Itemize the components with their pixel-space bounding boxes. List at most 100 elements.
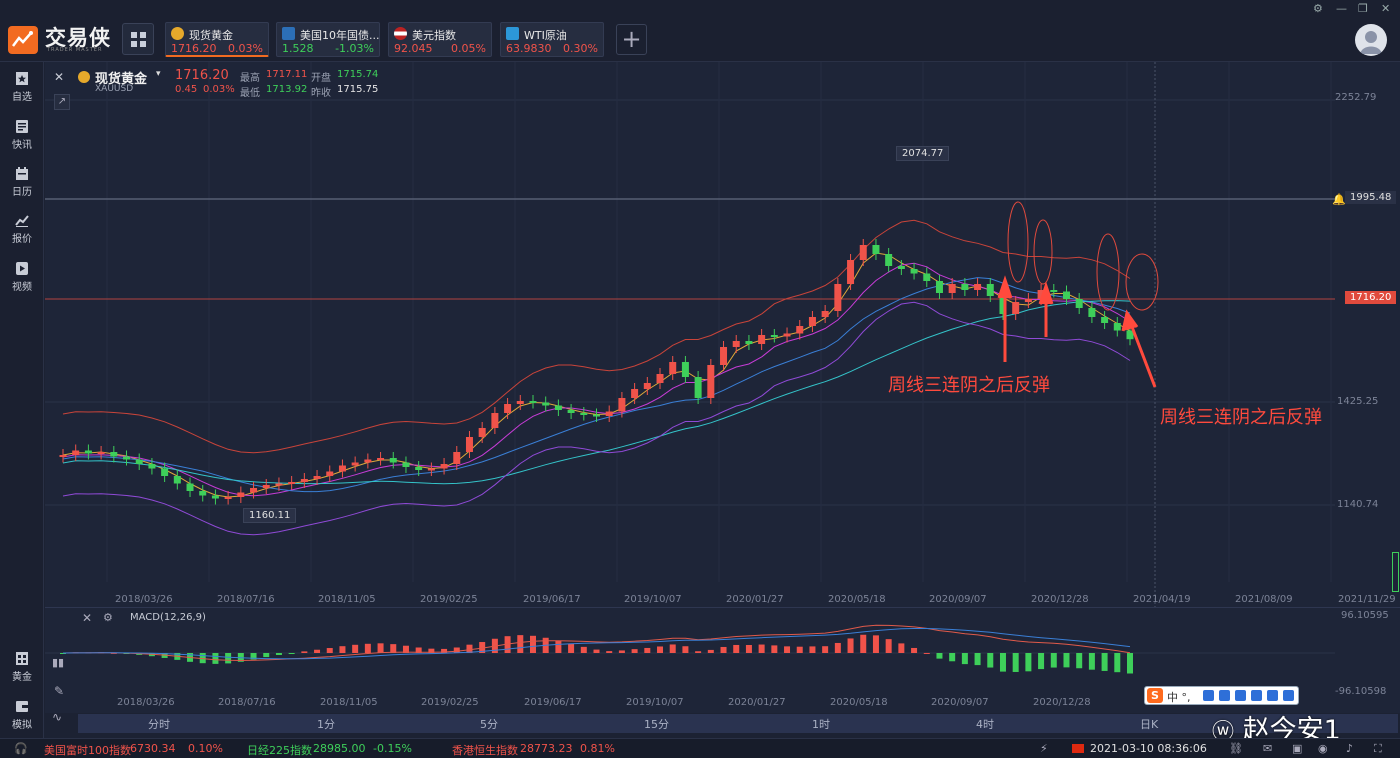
settings-icon[interactable]: ⚙: [1313, 2, 1323, 15]
x-date: 2020/01/27: [726, 594, 784, 605]
x-date: 2019/06/17: [523, 594, 581, 605]
macd-histogram-bar: [606, 651, 613, 653]
sidebar-item-calendar[interactable]: 日历: [0, 167, 44, 198]
clock-datetime: 2021-03-10 08:36:06: [1090, 742, 1207, 755]
candle-body: [605, 411, 613, 416]
macd-histogram-bar: [644, 647, 651, 653]
symbol-dropdown-icon[interactable]: ▾: [156, 69, 161, 79]
x-date: 2018/07/16: [217, 594, 275, 605]
ticker-name[interactable]: 香港恒生指数: [452, 744, 518, 757]
macd-histogram-bar: [911, 647, 918, 653]
restore-icon[interactable]: ❐: [1358, 2, 1368, 15]
sidebar-item-simulate[interactable]: 模拟: [0, 700, 44, 731]
draw-tool-icon[interactable]: ↗: [54, 94, 70, 110]
quote-card-wti[interactable]: WTI原油 63.9830 0.30%: [500, 22, 604, 57]
macd-histogram-bar: [707, 649, 714, 653]
left-sidebar: 自选 快讯 日历 报价 视频 黄金 模拟: [0, 62, 44, 738]
bar-chart-type-icon[interactable]: ▮▮: [52, 656, 65, 669]
skin-icon[interactable]: [1251, 690, 1262, 701]
macd-histogram-bar: [301, 651, 308, 653]
close-indicator-icon[interactable]: ✕: [82, 611, 93, 625]
timeframe-tab[interactable]: 4时: [976, 718, 994, 731]
macd-histogram-bar: [809, 646, 816, 653]
toolbox-icon[interactable]: [1283, 690, 1294, 701]
x-date: 2021/11/29: [1338, 594, 1396, 605]
candle-body: [681, 362, 689, 377]
volume-scroll-handle[interactable]: [1392, 552, 1399, 592]
macd-histogram-bar: [796, 646, 803, 653]
sidebar-item-video[interactable]: 视频: [0, 262, 44, 293]
quote-price: 1716.20: [171, 42, 217, 55]
timeframe-tab[interactable]: 5分: [480, 718, 498, 731]
candle-body: [529, 401, 537, 403]
screenshot-icon[interactable]: ▣: [1292, 742, 1303, 755]
macd-histogram-bar: [631, 649, 638, 653]
macd-histogram-bar: [618, 650, 625, 653]
candle-body: [897, 266, 905, 269]
timeframe-tab[interactable]: 15分: [644, 718, 669, 731]
candle-body: [288, 482, 296, 484]
timeframe-tab[interactable]: 1时: [812, 718, 830, 731]
headset-icon[interactable]: 🎧: [14, 742, 28, 755]
quote-card-usd-index[interactable]: 美元指数 92.045 0.05%: [388, 22, 492, 57]
layout-grid-button[interactable]: [122, 23, 154, 55]
user-avatar[interactable]: [1355, 24, 1387, 56]
microphone-icon[interactable]: [1219, 690, 1230, 701]
app-name: 交易侠: [45, 26, 111, 50]
input-method-toolbar[interactable]: S 中 °,: [1144, 686, 1299, 705]
ticker-name[interactable]: 美国富时100指数: [44, 744, 131, 757]
macd-histogram-bar: [60, 653, 66, 654]
candle-body: [351, 462, 359, 466]
main-price-chart[interactable]: ✕ ↗ 现货黄金 ▾ XAUUSD 1716.20 0.45 0.03% 最高 …: [45, 62, 1400, 650]
keyboard-icon[interactable]: [1235, 690, 1246, 701]
candle-body: [199, 491, 207, 496]
bollinger-lower: [62, 301, 1131, 536]
macd-chart-svg: [45, 624, 1335, 674]
quote-card-gold[interactable]: 现货黄金 1716.20 0.03%: [165, 22, 269, 57]
candle-body: [618, 398, 626, 412]
add-quote-button[interactable]: +: [616, 24, 647, 55]
sidebar-item-gold[interactable]: 黄金: [0, 652, 44, 683]
candle-body: [123, 456, 131, 460]
candle-body: [504, 404, 512, 413]
emoji-icon[interactable]: [1203, 690, 1214, 701]
candle-body: [770, 335, 778, 337]
ticker-value: 28773.23: [520, 742, 573, 755]
top-bar: 交易侠 TRADER MASTER 现货黄金 1716.20 0.03% 美国1…: [0, 0, 1400, 62]
macd-panel[interactable]: ✕ ⚙ MACD(12,26,9) 96.10595 -96.10598 201…: [45, 607, 1400, 713]
timeframe-tab[interactable]: 1分: [317, 718, 335, 731]
indicator-line-icon[interactable]: ∿: [52, 710, 63, 724]
close-chart-icon[interactable]: ✕: [54, 70, 65, 84]
shirt-icon[interactable]: [1267, 690, 1278, 701]
sidebar-item-quotes[interactable]: 报价: [0, 214, 44, 245]
chat-icon[interactable]: ✉: [1263, 742, 1273, 755]
timeframe-tab[interactable]: 日K: [1140, 718, 1159, 731]
symbol-name[interactable]: 现货黄金: [95, 72, 148, 87]
minimize-icon[interactable]: —: [1336, 2, 1347, 15]
link-icon[interactable]: ⛓: [1229, 742, 1243, 755]
macd-histogram-bar: [555, 640, 562, 653]
quote-card-us10y[interactable]: 美国10年国债... 1.528 -1.03%: [276, 22, 380, 57]
sidebar-item-label: 模拟: [12, 720, 32, 731]
alert-bell-icon[interactable]: 🔔: [1332, 193, 1346, 206]
candle-body: [720, 347, 728, 365]
sidebar-item-watchlist[interactable]: 自选: [0, 72, 44, 103]
indicator-settings-icon[interactable]: ⚙: [103, 611, 113, 624]
candle-body: [948, 284, 956, 293]
ticker-name[interactable]: 日经225指数: [247, 744, 312, 757]
macd-histogram-bar: [720, 646, 727, 653]
camera-icon[interactable]: ◉: [1318, 742, 1328, 755]
close-icon[interactable]: ✕: [1381, 2, 1391, 15]
mute-icon[interactable]: ♪: [1346, 742, 1354, 755]
fullscreen-icon[interactable]: ⛶: [1374, 742, 1382, 755]
x-date: 2020/05/18: [828, 594, 886, 605]
low-label: 最低: [240, 88, 260, 99]
candle-body: [631, 389, 639, 398]
sidebar-item-news[interactable]: 快讯: [0, 120, 44, 151]
macd-dea-line: [62, 628, 1131, 660]
ma-line-longest: [62, 300, 1131, 485]
candle-body: [211, 495, 219, 499]
timeframe-tab[interactable]: 分时: [148, 718, 170, 731]
candle-body: [885, 254, 893, 266]
pencil-icon[interactable]: ✎: [54, 684, 65, 698]
